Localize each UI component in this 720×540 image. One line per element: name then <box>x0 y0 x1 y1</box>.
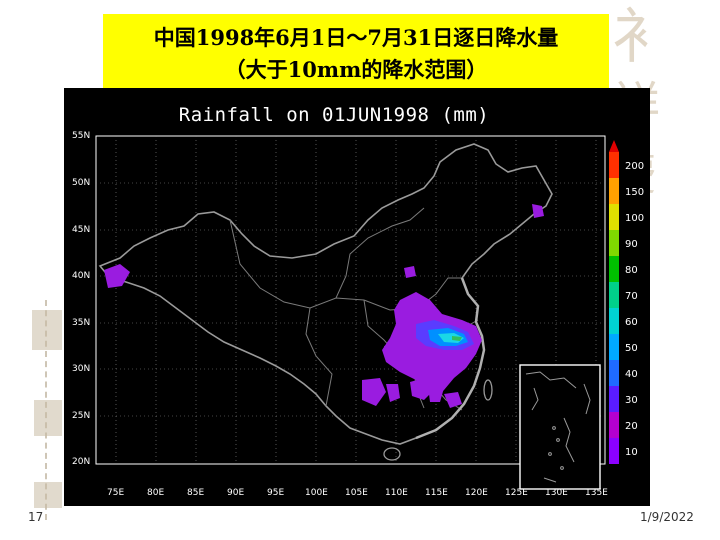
lon-label: 100E <box>305 488 328 498</box>
colorbar-segment <box>609 178 619 204</box>
lon-label: 90E <box>227 488 245 498</box>
country-border <box>98 143 553 445</box>
slide-title-box: 中国1998年6月1日～7月31日逐日降水量 （大于10mm的降水范围） <box>103 14 609 88</box>
lon-label: 130E <box>545 488 568 498</box>
lat-label: 20N <box>72 457 91 467</box>
rain-area-southwest-2 <box>386 384 400 402</box>
colorbar-segment <box>609 334 619 360</box>
map-title: Rainfall on 01JUN1998 (mm) <box>178 104 490 126</box>
colorbar-label: 90 <box>625 239 638 250</box>
decorative-seal <box>32 310 62 350</box>
colorbar-segment <box>609 438 619 464</box>
colorbar-segment <box>609 360 619 386</box>
colorbar <box>609 140 619 464</box>
lon-label: 75E <box>107 488 125 498</box>
lon-label: 115E <box>425 488 448 498</box>
colorbar-label: 10 <box>625 447 638 458</box>
lat-label: 25N <box>72 411 91 421</box>
colorbar-label: 150 <box>625 187 645 198</box>
colorbar-segment <box>609 152 619 178</box>
rainfall-map <box>95 135 619 490</box>
colorbar-segment <box>609 230 619 256</box>
decorative-seal <box>34 482 62 508</box>
colorbar-label: 60 <box>625 317 638 328</box>
colorbar-label: 70 <box>625 291 638 302</box>
colorbar-label: 40 <box>625 369 638 380</box>
colorbar-segment <box>609 386 619 412</box>
rain-area-south-1 <box>410 378 434 400</box>
south-china-sea-inset <box>519 364 601 490</box>
decorative-seal <box>34 400 62 436</box>
colorbar-label: 100 <box>625 213 645 224</box>
rainfall-map-panel: Rainfall on 01JUN1998 (mm) <box>64 88 650 506</box>
rainfall-areas <box>104 204 544 408</box>
colorbar-segment <box>609 308 619 334</box>
taiwan-island <box>483 379 493 401</box>
grid <box>96 136 605 464</box>
lon-label: 135E <box>585 488 608 498</box>
lon-label: 105E <box>345 488 368 498</box>
lon-label: 125E <box>505 488 528 498</box>
rain-area-sichuan <box>384 344 400 358</box>
colorbar-label: 200 <box>625 161 645 172</box>
colorbar-segment <box>609 256 619 282</box>
colorbar-segment <box>609 412 619 438</box>
colorbar-label: 80 <box>625 265 638 276</box>
lon-label: 80E <box>147 488 165 498</box>
rain-area-northeast <box>532 204 544 218</box>
rain-area-xinjiang <box>104 264 130 288</box>
rain-area-south-2 <box>428 386 444 402</box>
lat-label: 50N <box>72 178 91 188</box>
lat-label: 35N <box>72 318 91 328</box>
lon-label: 110E <box>385 488 408 498</box>
rain-area-inner <box>404 266 416 278</box>
colorbar-segment <box>609 204 619 230</box>
inset-islands <box>525 371 591 483</box>
slide-title-line1: 中国1998年6月1日～7月31日逐日降水量 <box>153 25 559 50</box>
lon-label: 85E <box>187 488 205 498</box>
lat-label: 40N <box>72 271 91 281</box>
plot-frame <box>95 135 606 465</box>
hainan-island <box>383 447 401 461</box>
lon-label: 120E <box>465 488 488 498</box>
lat-label: 55N <box>72 131 91 141</box>
slide-title-line2: （大于10mm的降水范围） <box>224 57 488 82</box>
lat-label: 30N <box>72 364 91 374</box>
colorbar-label: 50 <box>625 343 638 354</box>
colorbar-label: 30 <box>625 395 638 406</box>
lon-label: 95E <box>267 488 285 498</box>
rain-area-south-3 <box>444 392 462 408</box>
colorbar-label: 20 <box>625 421 638 432</box>
colorbar-segment <box>609 282 619 308</box>
page-number: 17 <box>28 510 44 524</box>
coastline <box>415 277 486 440</box>
rain-area-southwest-1 <box>362 378 386 406</box>
lat-label: 45N <box>72 225 91 235</box>
colorbar-arrow <box>609 140 619 152</box>
slide-date: 1/9/2022 <box>640 510 694 524</box>
rain-area-peak <box>452 336 462 341</box>
